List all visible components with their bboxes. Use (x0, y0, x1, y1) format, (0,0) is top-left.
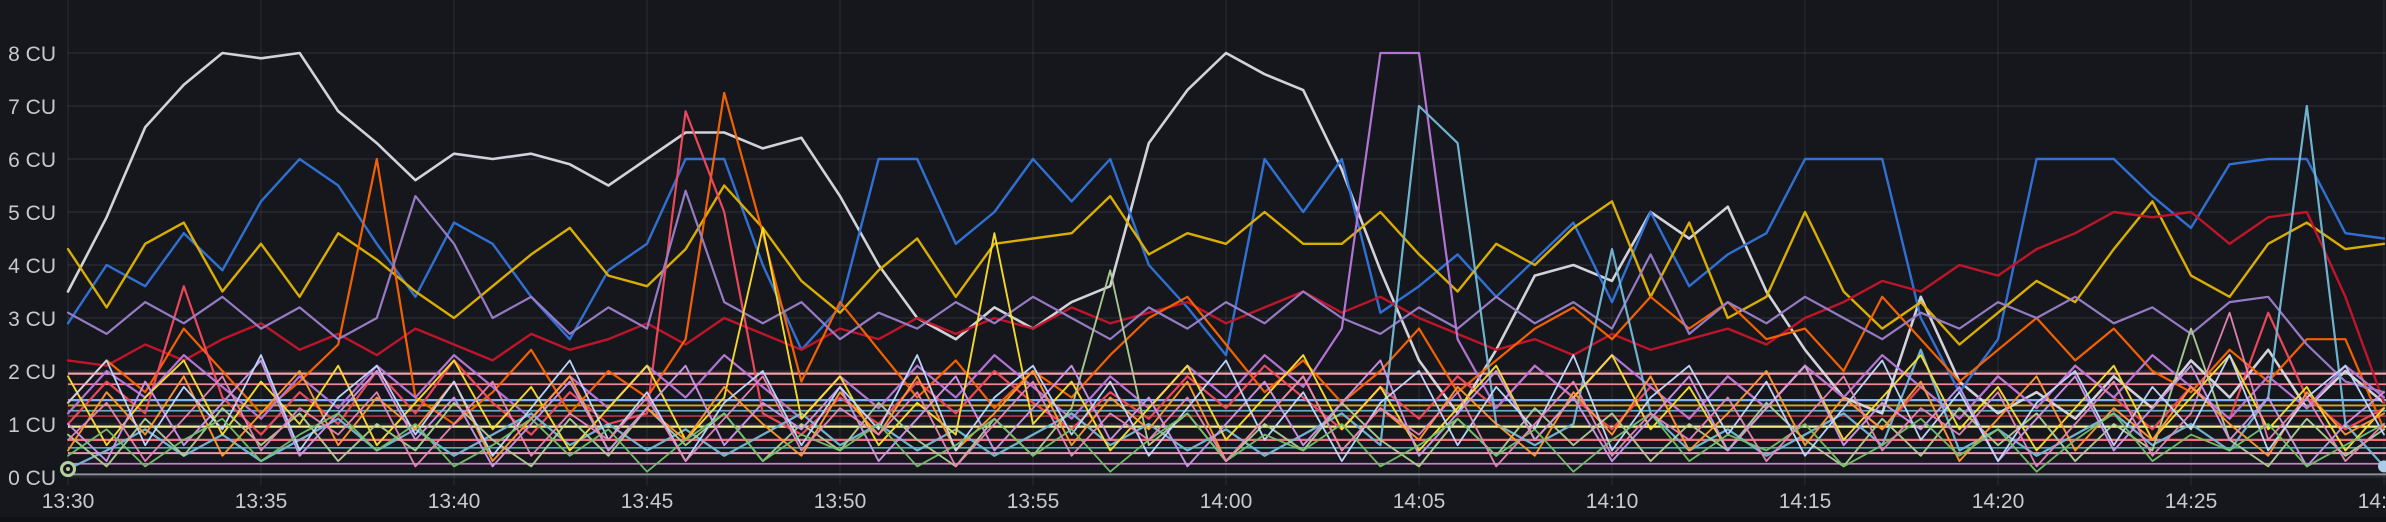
y-tick-label: 2 CU (8, 361, 56, 384)
y-tick-label: 7 CU (8, 96, 56, 119)
y-tick-label: 1 CU (8, 414, 56, 437)
x-tick-label: 14:20 (1972, 490, 2025, 513)
x-tick-label: 13:40 (428, 490, 481, 513)
series-dark-red (66, 210, 2386, 404)
x-tick-label: 13:45 (621, 490, 674, 513)
y-tick-label: 3 CU (8, 308, 56, 331)
x-tick-label: 14:25 (2165, 490, 2218, 513)
x-tick-label: 13:35 (235, 490, 288, 513)
x-tick-label: 14:10 (1586, 490, 1639, 513)
x-tick-label: 14:00 (1200, 490, 1253, 513)
x-tick-label: 14:30 (2358, 490, 2386, 513)
series-lines (66, 51, 2386, 473)
x-axis-labels: 13:30 13:35 13:40 13:45 13:50 13:55 14:00 14:05… (42, 490, 2386, 513)
end-dot (2378, 460, 2386, 473)
series-purple-muted (66, 189, 2386, 394)
series-purple-bright (66, 51, 2386, 420)
series-gold (66, 184, 2386, 346)
y-tick-label: 6 CU (8, 149, 56, 172)
start-dot-core (66, 467, 70, 472)
x-tick-label: 13:55 (1007, 490, 1060, 513)
series-yellow (67, 226, 2385, 452)
y-tick-label: 4 CU (8, 255, 56, 278)
x-tick-label: 14:05 (1393, 490, 1446, 513)
y-tick-label: 0 CU (8, 467, 56, 490)
series-pink-noise (67, 311, 2385, 468)
series-blue (66, 157, 2386, 394)
y-tick-label: 5 CU (8, 202, 56, 225)
series-steel (67, 354, 2385, 463)
panel-bottom-edge (0, 517, 2386, 522)
x-tick-label: 13:50 (814, 490, 867, 513)
series-white (66, 51, 2386, 421)
x-tick-label: 14:15 (1779, 490, 1832, 513)
y-axis-labels: 0 CU 1 CU 2 CU 3 CU 4 CU 5 CU 6 CU 7 CU 8 CU (8, 43, 56, 490)
endpoint-markers (60, 460, 2386, 478)
y-tick-label: 8 CU (8, 43, 56, 66)
x-tick-label: 13:30 (42, 490, 95, 513)
